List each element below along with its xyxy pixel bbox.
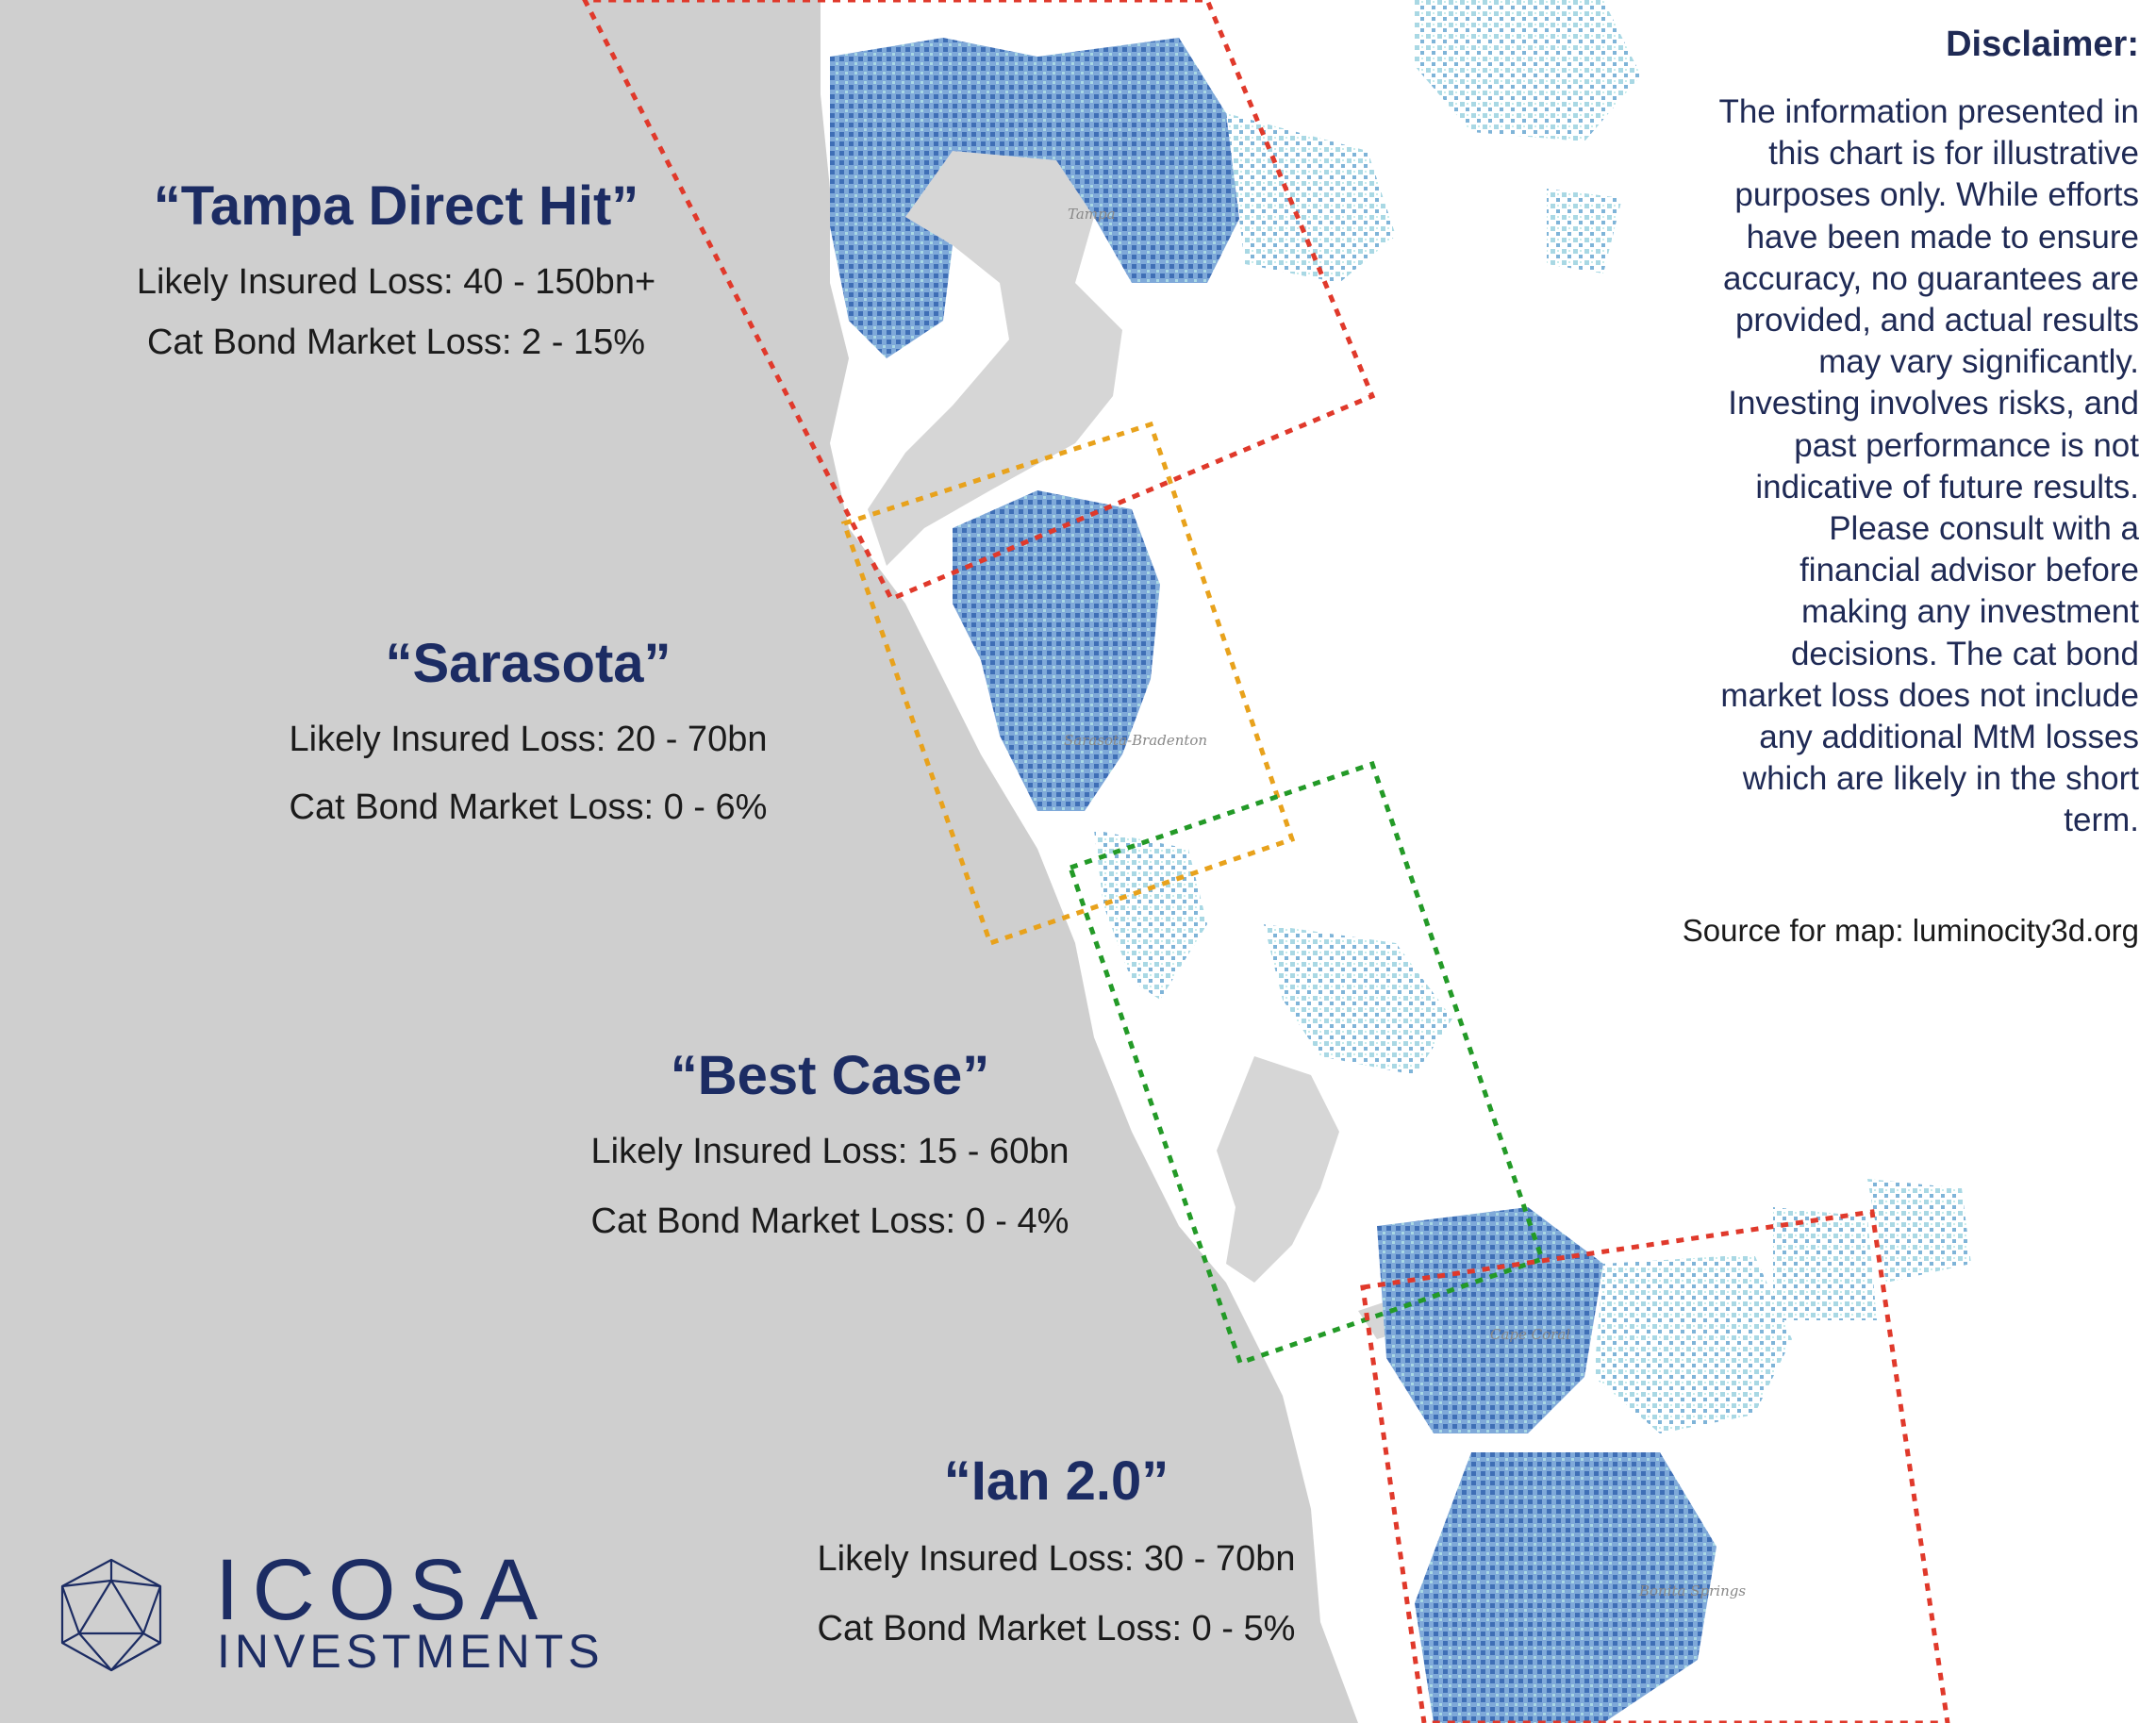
disclaimer-line: financial advisor before <box>1799 552 2139 589</box>
disclaimer-line: any additional MtM losses <box>1759 719 2139 756</box>
logo-word-investments: INVESTMENTS <box>217 1625 605 1678</box>
scenario-title: “Ian 2.0” <box>943 1450 1169 1512</box>
scenario-title: “Tampa Direct Hit” <box>153 175 639 237</box>
cat-bond-loss: Cat Bond Market Loss: 0 - 5% <box>817 1609 1296 1648</box>
cat-bond-loss: Cat Bond Market Loss: 0 - 4% <box>590 1201 1070 1241</box>
box-best-case <box>1067 760 1546 1367</box>
disclaimer-line: Investing involves risks, and <box>1728 385 2139 422</box>
disclaimer-line: which are likely in the short <box>1742 760 2139 798</box>
map-label-sarasota-bradenton: Sarasota-Bradenton <box>1064 732 1208 749</box>
urban-portcharlotte <box>1264 924 1452 1075</box>
scenario-ian-2: “Ian 2.0” Likely Insured Loss: 30 - 70bn… <box>736 1450 1377 1648</box>
map-label-tampa: Tampa <box>1068 206 1116 223</box>
map-label-cape-coral: Cape Coral <box>1490 1326 1571 1343</box>
scenario-sarasota: “Sarasota” Likely Insured Loss: 20 - 70b… <box>226 633 830 827</box>
scenario-title: “Best Case” <box>670 1045 990 1106</box>
disclaimer-line: Please consult with a <box>1829 510 2139 548</box>
disclaimer-line: market loss does not include <box>1720 676 2139 714</box>
scenario-tampa-direct-hit: “Tampa Direct Hit” Likely Insured Loss: … <box>94 175 698 362</box>
map-label-bonita-springs: Bonita Springs <box>1639 1582 1747 1599</box>
disclaimer: Disclaimer: The information presented in… <box>1649 25 2139 842</box>
disclaimer-line: indicative of future results. <box>1755 468 2139 505</box>
disclaimer-line: accuracy, no guarantees are <box>1722 259 2139 297</box>
charlotte-harbor <box>1217 1056 1339 1283</box>
urban-capecoral <box>1377 1207 1603 1433</box>
urban-scatter-1 <box>1547 189 1622 273</box>
urban-scatter-2 <box>1867 1179 1971 1283</box>
disclaimer-line: may vary significantly. <box>1818 343 2139 381</box>
urban-tampa-east <box>1226 113 1396 283</box>
urban-scatter-3 <box>1773 1207 1877 1320</box>
map-source: Source for map: luminocity3d.org <box>1682 913 2139 948</box>
disclaimer-line: decisions. The cat bond <box>1790 635 2139 672</box>
logo-word-icosa: ICOSA <box>215 1542 552 1638</box>
icosahedron-icon <box>60 1558 162 1672</box>
scenario-best-case: “Best Case” Likely Insured Loss: 15 - 60… <box>528 1045 1132 1241</box>
disclaimer-line: past performance is not <box>1794 426 2139 464</box>
box-sarasota <box>840 421 1296 947</box>
urban-north <box>1415 0 1641 141</box>
disclaimer-line: this chart is for illustrative <box>1768 135 2139 173</box>
scenario-title: “Sarasota” <box>385 633 672 694</box>
icosa-logo: ICOSA INVESTMENTS <box>55 1547 621 1679</box>
disclaimer-heading: Disclaimer: <box>1946 25 2139 64</box>
urban-sarasota <box>953 490 1160 811</box>
urban-fortmyers <box>1594 1254 1792 1433</box>
disclaimer-line: term. <box>2064 802 2139 839</box>
insured-loss: Likely Insured Loss: 15 - 60bn <box>590 1132 1070 1171</box>
disclaimer-line: The information presented in <box>1718 93 2139 130</box>
disclaimer-body: The information presented in this chart … <box>1649 91 2139 842</box>
cat-bond-loss: Cat Bond Market Loss: 0 - 6% <box>289 787 768 827</box>
cat-bond-loss: Cat Bond Market Loss: 2 - 15% <box>146 323 646 362</box>
insured-loss: Likely Insured Loss: 30 - 70bn <box>817 1539 1296 1579</box>
urban-venice <box>1094 830 1207 1000</box>
disclaimer-line: purposes only. While efforts <box>1734 176 2139 214</box>
urban-bonita <box>1415 1452 1717 1723</box>
insured-loss: Likely Insured Loss: 40 - 150bn+ <box>136 262 656 302</box>
disclaimer-line: provided, and actual results <box>1734 302 2139 340</box>
disclaimer-line: have been made to ensure <box>1746 218 2139 256</box>
urban-tampa <box>830 38 1245 358</box>
tampa-bay <box>868 151 1122 566</box>
disclaimer-line: making any investment <box>1801 593 2139 631</box>
insured-loss: Likely Insured Loss: 20 - 70bn <box>289 720 768 759</box>
